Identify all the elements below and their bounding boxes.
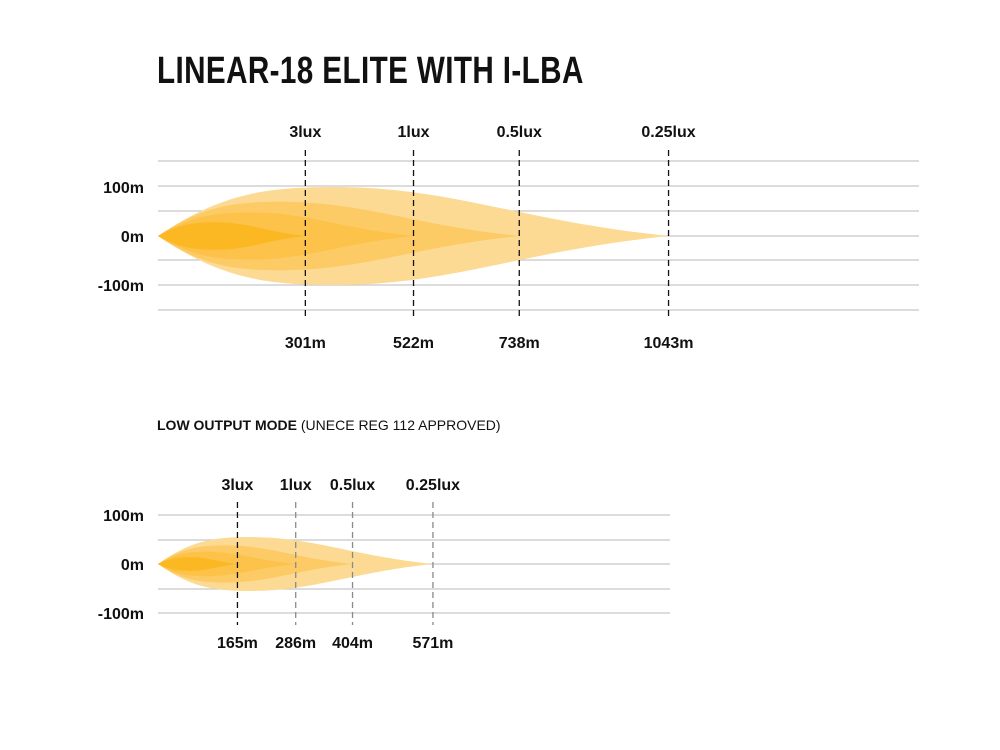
y-tick-label: 100m [103, 508, 144, 525]
y-tick-label: 0m [121, 229, 144, 246]
lux-label: 0.5lux [497, 124, 542, 141]
lux-label: 1lux [398, 124, 430, 141]
distance-label: 1043m [644, 335, 694, 352]
lux-label: 3lux [289, 124, 321, 141]
y-tick-label: -100m [98, 278, 144, 295]
lux-label: 0.25lux [406, 477, 460, 494]
beam-contour-3lux [158, 557, 238, 571]
beam-chart-low: 100m 0m -100m 3lux 165m 1lux 286m 0.5lux 404m 0.2… [98, 477, 670, 652]
lux-label: 1lux [280, 477, 312, 494]
distance-label: 738m [499, 335, 540, 352]
lux-label: 3lux [221, 477, 253, 494]
beam-chart-high: 100m 0m -100m 3lux 301m 1lux 522m 0.5lux 738m 0.2… [98, 124, 919, 352]
distance-label: 404m [332, 635, 373, 652]
y-tick-label: -100m [98, 606, 144, 623]
distance-label: 301m [285, 335, 326, 352]
distance-label: 522m [393, 335, 434, 352]
subtitle-rest: (UNECE REG 112 APPROVED) [297, 417, 501, 433]
distance-label: 286m [275, 635, 316, 652]
distance-label: 165m [217, 635, 258, 652]
chart-title: LINEAR-18 ELITE WITH I-LBA [157, 50, 584, 92]
y-tick-label: 100m [103, 180, 144, 197]
distance-label: 571m [412, 635, 453, 652]
beam-contour-3lux [158, 222, 306, 250]
y-tick-label: 0m [121, 557, 144, 574]
lux-label: 0.25lux [641, 124, 695, 141]
lux-label: 0.5lux [330, 477, 375, 494]
subtitle-bold: LOW OUTPUT MODE [157, 417, 297, 433]
low-mode-subtitle: LOW OUTPUT MODE (UNECE REG 112 APPROVED) [157, 417, 501, 433]
